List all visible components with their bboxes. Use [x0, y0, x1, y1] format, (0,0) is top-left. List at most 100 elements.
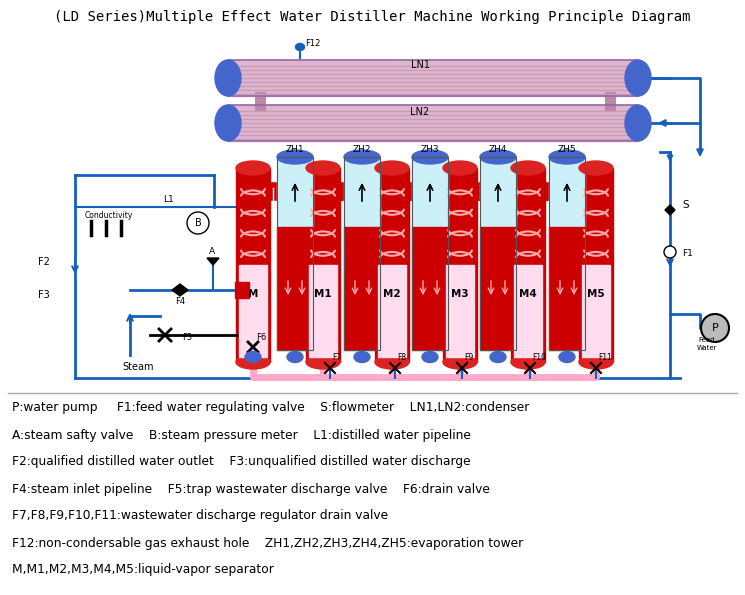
Bar	[549, 157, 585, 350]
Text: F3: F3	[38, 290, 50, 300]
Bar	[306, 168, 340, 362]
Text: ZH4: ZH4	[489, 145, 507, 154]
Bar	[514, 265, 542, 357]
Polygon shape	[207, 258, 219, 265]
Text: LN1: LN1	[410, 60, 430, 70]
Text: F8: F8	[397, 353, 406, 362]
Ellipse shape	[277, 150, 313, 164]
Ellipse shape	[215, 60, 241, 96]
Circle shape	[187, 212, 209, 234]
Ellipse shape	[443, 161, 477, 175]
Text: M,M1,M2,M3,M4,M5:liquid-vapor separator: M,M1,M2,M3,M4,M5:liquid-vapor separator	[12, 563, 274, 577]
Bar	[228, 60, 638, 96]
Ellipse shape	[215, 105, 241, 141]
Ellipse shape	[245, 352, 261, 362]
Ellipse shape	[511, 161, 545, 175]
Bar	[344, 157, 380, 227]
Bar	[228, 60, 638, 96]
Text: M1: M1	[314, 289, 332, 299]
Polygon shape	[180, 284, 188, 296]
Text: M3: M3	[451, 289, 469, 299]
Ellipse shape	[412, 150, 448, 164]
Text: Feed
Water: Feed Water	[697, 337, 717, 350]
Text: ZH2: ZH2	[352, 145, 371, 154]
Circle shape	[701, 314, 729, 342]
Ellipse shape	[296, 43, 305, 51]
Text: A:steam safty valve    B:steam pressure meter    L1:distilled water pipeline: A:steam safty valve B:steam pressure met…	[12, 428, 471, 441]
Bar	[228, 105, 638, 141]
Bar	[412, 157, 448, 227]
Bar	[412, 157, 448, 350]
Bar	[480, 157, 516, 227]
Text: F4:steam inlet pipeline    F5:trap wastewater discharge valve    F6:drain valve: F4:steam inlet pipeline F5:trap wastewat…	[12, 483, 490, 496]
Text: S: S	[682, 200, 688, 210]
Ellipse shape	[306, 355, 340, 369]
Ellipse shape	[511, 355, 545, 369]
Bar	[549, 227, 585, 350]
Bar	[83, 218, 135, 238]
Ellipse shape	[625, 60, 651, 96]
Text: M2: M2	[383, 289, 401, 299]
Bar	[412, 227, 448, 350]
Bar	[235, 282, 249, 298]
Bar	[277, 227, 313, 350]
Bar	[549, 157, 585, 227]
Ellipse shape	[354, 352, 370, 362]
Bar	[446, 265, 474, 357]
Text: F4: F4	[175, 298, 185, 306]
Text: Conductivity: Conductivity	[85, 211, 133, 221]
Text: F5: F5	[182, 334, 192, 343]
Ellipse shape	[344, 150, 380, 164]
Text: (LD Series)Multiple Effect Water Distiller Machine Working Principle Diagram: (LD Series)Multiple Effect Water Distill…	[54, 10, 691, 24]
Bar	[309, 265, 337, 357]
Ellipse shape	[579, 355, 613, 369]
Text: ZH5: ZH5	[558, 145, 577, 154]
Ellipse shape	[375, 161, 409, 175]
Polygon shape	[665, 205, 675, 215]
Text: F12: F12	[305, 39, 320, 49]
Text: M: M	[248, 289, 259, 299]
Bar	[239, 265, 267, 357]
Text: ZH3: ZH3	[421, 145, 440, 154]
Text: F11: F11	[598, 353, 612, 362]
Text: P: P	[711, 323, 718, 333]
Text: F9: F9	[464, 353, 473, 362]
Bar	[277, 157, 313, 227]
Ellipse shape	[579, 161, 613, 175]
Ellipse shape	[422, 352, 438, 362]
Ellipse shape	[375, 355, 409, 369]
Text: F1: F1	[682, 249, 693, 258]
Text: F12:non-condersable gas exhaust hole    ZH1,ZH2,ZH3,ZH4,ZH5:evaporation tower: F12:non-condersable gas exhaust hole ZH1…	[12, 537, 523, 550]
Ellipse shape	[236, 355, 270, 369]
Bar	[443, 168, 477, 362]
Ellipse shape	[625, 105, 651, 141]
Circle shape	[664, 246, 676, 258]
Ellipse shape	[549, 150, 585, 164]
Bar	[236, 168, 270, 362]
Text: F2:qualified distilled water outlet    F3:unqualified distilled water discharge: F2:qualified distilled water outlet F3:u…	[12, 456, 471, 468]
Ellipse shape	[443, 355, 477, 369]
Text: LN2: LN2	[410, 107, 430, 117]
Ellipse shape	[490, 352, 506, 362]
Bar	[378, 265, 406, 357]
Bar	[579, 168, 613, 362]
Bar	[344, 157, 380, 350]
Text: M5: M5	[587, 289, 605, 299]
Text: F2: F2	[38, 257, 50, 267]
Text: A: A	[209, 248, 215, 256]
Text: Steam: Steam	[122, 362, 153, 372]
Text: F7: F7	[332, 353, 341, 362]
Bar	[375, 168, 409, 362]
Text: F6: F6	[256, 333, 266, 342]
Ellipse shape	[306, 161, 340, 175]
Text: B: B	[194, 218, 201, 228]
Ellipse shape	[287, 352, 303, 362]
Bar	[344, 227, 380, 350]
Bar	[277, 157, 313, 350]
Bar	[582, 265, 610, 357]
Text: F10: F10	[532, 353, 546, 362]
Ellipse shape	[480, 150, 516, 164]
Bar	[480, 227, 516, 350]
Bar	[511, 168, 545, 362]
Ellipse shape	[559, 352, 575, 362]
